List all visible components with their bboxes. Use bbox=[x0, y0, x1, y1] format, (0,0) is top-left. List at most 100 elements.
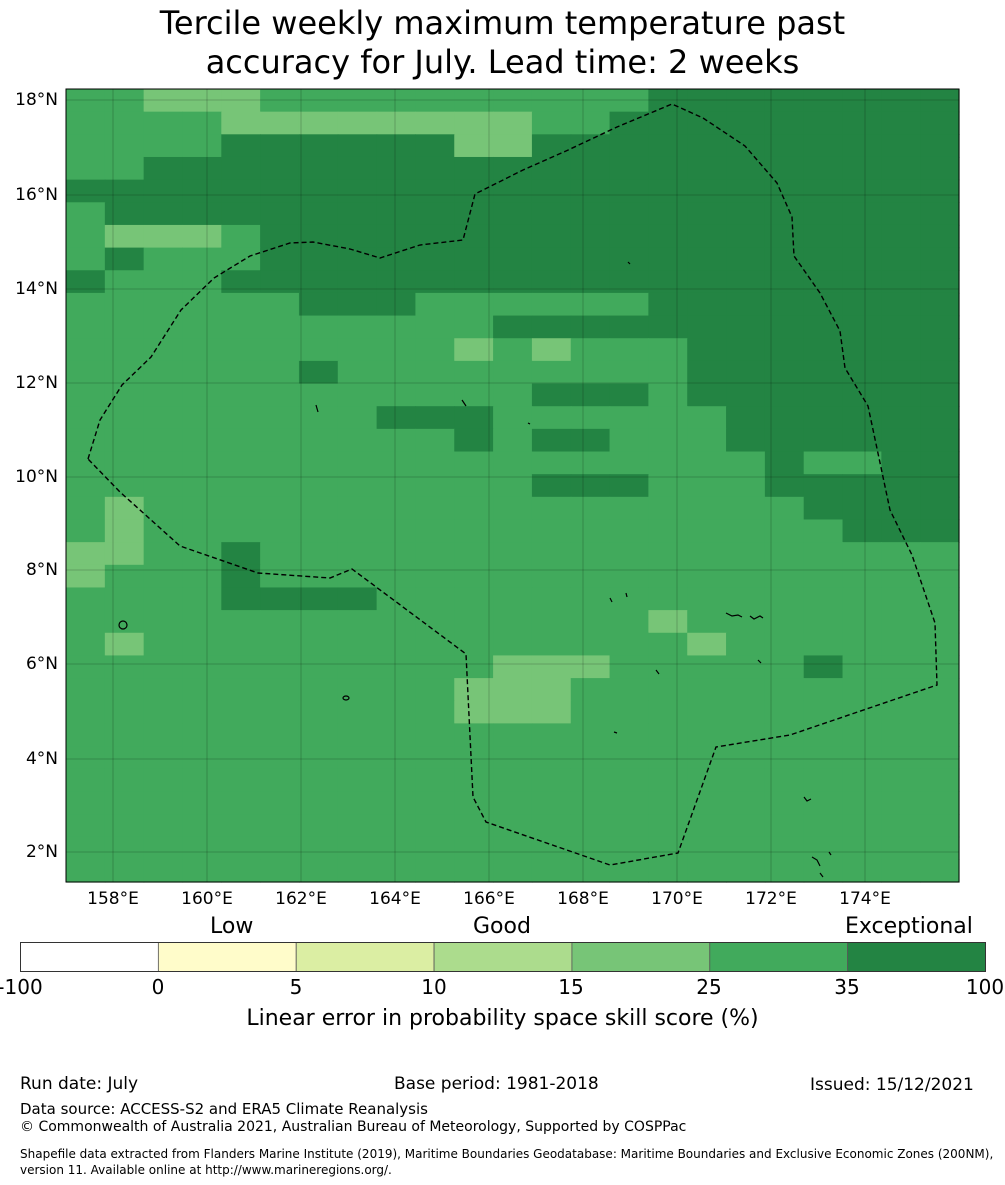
skill-cell bbox=[376, 111, 417, 135]
skill-cell bbox=[66, 89, 106, 113]
skill-cell bbox=[726, 587, 766, 611]
skill-cell bbox=[298, 723, 339, 747]
skill-cell bbox=[104, 587, 145, 611]
colorbar-tick: 0 bbox=[151, 975, 165, 999]
skill-cell bbox=[221, 768, 261, 792]
skill-cell bbox=[648, 587, 688, 611]
skill-cell bbox=[570, 179, 611, 203]
skill-cell bbox=[570, 791, 611, 815]
skill-cell bbox=[920, 496, 960, 521]
skill-cell bbox=[143, 111, 184, 135]
skill-cell bbox=[842, 496, 882, 521]
skill-cell bbox=[376, 610, 417, 634]
skill-cell bbox=[687, 587, 727, 611]
skill-cell bbox=[66, 270, 106, 294]
skill-cell bbox=[920, 89, 960, 113]
skill-cell bbox=[66, 859, 106, 883]
skill-cell bbox=[726, 791, 766, 815]
skill-cell bbox=[376, 700, 417, 724]
skill-cell bbox=[726, 156, 766, 181]
skill-cell bbox=[687, 360, 727, 385]
skill-cell bbox=[298, 587, 339, 611]
skill-cell bbox=[182, 156, 222, 181]
skill-cell bbox=[803, 224, 844, 249]
skill-cell bbox=[454, 383, 494, 407]
run-date: Run date: July bbox=[20, 1074, 139, 1094]
skill-cell bbox=[182, 247, 222, 271]
skill-cell bbox=[531, 156, 572, 181]
skill-cell bbox=[260, 338, 300, 362]
skill-cell bbox=[182, 632, 222, 657]
skill-cell bbox=[609, 496, 649, 521]
skill-cell bbox=[454, 315, 494, 339]
skill-cell bbox=[182, 111, 222, 135]
skill-cell bbox=[920, 542, 960, 566]
skill-cell bbox=[609, 224, 649, 249]
skill-cell bbox=[687, 224, 727, 249]
skill-cell bbox=[143, 655, 184, 679]
colorbar-tick: 5 bbox=[289, 975, 303, 999]
skill-cell bbox=[726, 768, 766, 792]
skill-cell bbox=[221, 519, 261, 543]
skill-cell bbox=[376, 746, 417, 770]
skill-cell bbox=[493, 111, 533, 135]
skill-cell bbox=[376, 315, 417, 339]
skill-cell bbox=[531, 383, 572, 407]
skill-cell bbox=[609, 632, 649, 657]
skill-cell bbox=[842, 610, 882, 634]
skill-cell bbox=[415, 723, 455, 747]
skill-cell bbox=[687, 315, 727, 339]
skill-cell bbox=[104, 632, 145, 657]
skill-cell bbox=[570, 292, 611, 317]
skill-cell bbox=[803, 247, 844, 271]
skill-cell bbox=[920, 383, 960, 407]
skill-cell bbox=[803, 383, 844, 407]
shapefile-credit-line-2: version 11. Available online at http://w… bbox=[20, 1163, 392, 1177]
skill-cell bbox=[531, 700, 572, 724]
skill-cell bbox=[493, 474, 533, 498]
category-good: Good bbox=[473, 914, 531, 939]
lon-label: 164°E bbox=[369, 889, 421, 909]
skill-cell bbox=[260, 360, 300, 385]
skill-cell bbox=[570, 496, 611, 521]
skill-cell bbox=[298, 700, 339, 724]
skill-cell bbox=[298, 428, 339, 453]
skill-cell bbox=[376, 474, 417, 498]
skill-cell bbox=[337, 836, 378, 860]
skill-cell bbox=[260, 836, 300, 860]
skill-cell bbox=[104, 224, 145, 249]
skill-cell bbox=[66, 428, 106, 453]
skill-cell bbox=[648, 428, 688, 453]
skill-cell bbox=[803, 360, 844, 385]
skill-cell bbox=[66, 179, 106, 203]
skill-cell bbox=[415, 859, 455, 883]
skill-cell bbox=[221, 406, 261, 430]
skill-cell bbox=[221, 542, 261, 566]
skill-cell bbox=[104, 292, 145, 317]
skill-cell bbox=[842, 202, 882, 226]
skill-cell bbox=[570, 610, 611, 634]
skill-cell bbox=[66, 111, 106, 135]
skill-cell bbox=[260, 156, 300, 181]
skill-cell bbox=[493, 156, 533, 181]
skill-cell bbox=[881, 247, 921, 271]
skill-cell bbox=[687, 474, 727, 498]
skill-cell bbox=[570, 564, 611, 589]
skill-cell bbox=[104, 564, 145, 589]
skill-cell bbox=[920, 836, 960, 860]
skill-cell bbox=[648, 270, 688, 294]
skill-cell bbox=[376, 791, 417, 815]
skill-cell bbox=[337, 610, 378, 634]
skill-cell bbox=[920, 156, 960, 181]
skill-cell bbox=[298, 179, 339, 203]
skill-cell bbox=[143, 746, 184, 770]
skill-cell bbox=[66, 156, 106, 181]
skill-cell bbox=[143, 814, 184, 838]
skill-cell bbox=[648, 768, 688, 792]
skill-cell bbox=[260, 791, 300, 815]
skill-cell bbox=[221, 292, 261, 317]
skill-cell bbox=[726, 179, 766, 203]
category-low: Low bbox=[210, 914, 254, 939]
skill-cell bbox=[764, 406, 805, 430]
skill-cell bbox=[143, 247, 184, 271]
